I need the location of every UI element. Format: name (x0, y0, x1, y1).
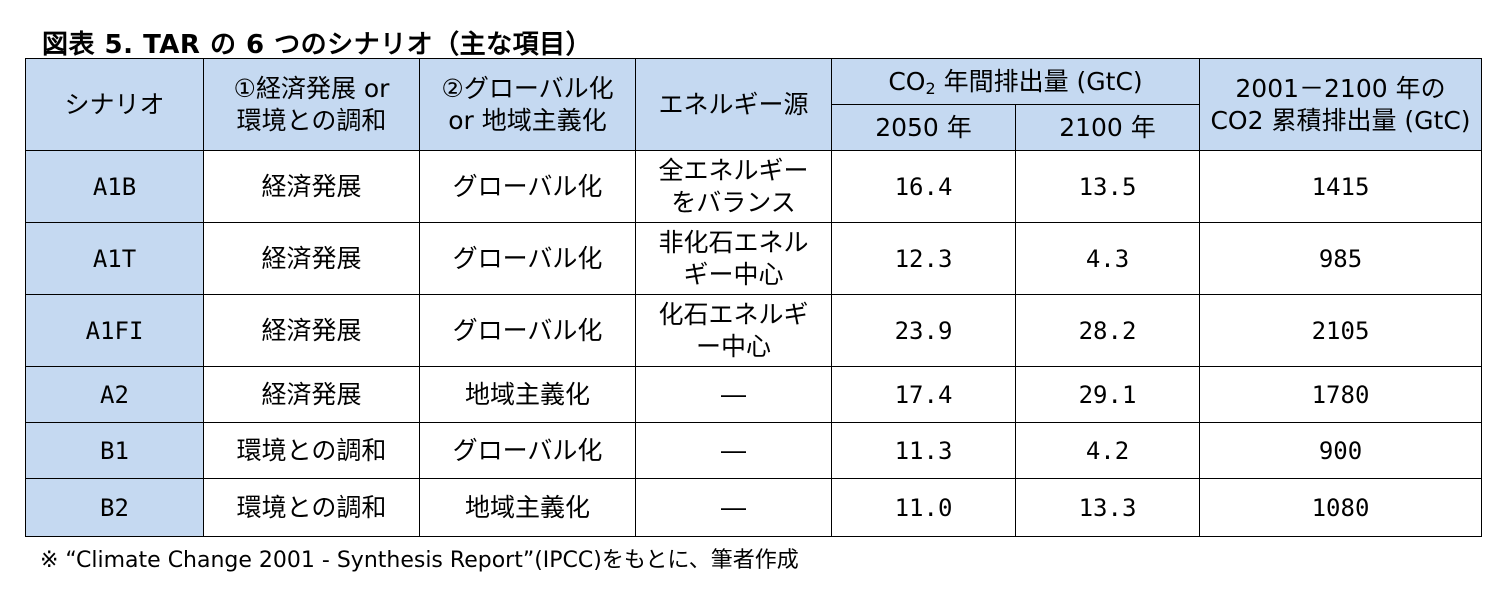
header-scenario: シナリオ (25, 58, 204, 151)
cell-cumulative-co2: 1415 (1199, 150, 1482, 223)
cell-global-or-regional: グローバル化 (419, 150, 636, 223)
cell-energy-source: 非化石エネル ギー中心 (635, 222, 832, 295)
co2-subscript: 2 (925, 78, 936, 98)
cell-energy-source: ― (635, 366, 832, 423)
cell-co2-2100: 4.3 (1015, 222, 1200, 295)
cell-co2-2050: 11.0 (831, 478, 1016, 537)
table-body: A1B 経済発展 グローバル化 全エネルギー をバランス 16.4 13.5 1415 A1T 経… (25, 150, 1482, 537)
energy-line1: 化石エネルギ (658, 299, 809, 329)
figure-title: 図表 5. TAR の 6 つのシナリオ（主な項目） (42, 30, 593, 60)
cell-cumulative-co2: 985 (1199, 222, 1482, 295)
energy-line1: ― (721, 379, 746, 409)
cell-co2-2050: 11.3 (831, 422, 1016, 479)
cell-cumulative-co2: 900 (1199, 422, 1482, 479)
energy-line1: 非化石エネル (658, 227, 809, 257)
table-row: B2 環境との調和 地域主義化 ― 11.0 13.3 1080 (25, 478, 1482, 537)
cell-scenario: B1 (25, 422, 204, 479)
cell-co2-2050: 12.3 (831, 222, 1016, 295)
header-global-or-regional: ②グローバル化 or 地域主義化 (419, 58, 636, 151)
header-col1-line1: ①経済発展 or (233, 73, 390, 103)
energy-line1: ― (721, 492, 746, 522)
header-energy-source: エネルギー源 (635, 58, 832, 151)
cell-scenario: A1T (25, 222, 204, 295)
cell-global-or-regional: グローバル化 (419, 294, 636, 367)
cell-economy-or-environment: 経済発展 (203, 366, 420, 423)
header-economy-or-environment: ①経済発展 or 環境との調和 (203, 58, 420, 151)
cell-energy-source: ― (635, 478, 832, 537)
energy-line2: ー中心 (695, 331, 771, 361)
energy-line1: ― (721, 435, 746, 465)
energy-line1: 全エネルギー (658, 155, 809, 185)
cell-scenario: B2 (25, 478, 204, 537)
scenario-table: シナリオ ①経済発展 or 環境との調和 ②グローバル化 or 地域主義化 エネ… (25, 58, 1482, 537)
cell-cumulative-co2: 1080 (1199, 478, 1482, 537)
cell-global-or-regional: グローバル化 (419, 422, 636, 479)
energy-line2: をバランス (671, 187, 796, 217)
energy-line2: ギー中心 (683, 259, 784, 289)
header-2050: 2050 年 (831, 104, 1016, 151)
cell-global-or-regional: 地域主義化 (419, 478, 636, 537)
cell-economy-or-environment: 環境との調和 (203, 422, 420, 479)
cell-co2-2050: 23.9 (831, 294, 1016, 367)
co2-prefix: CO (888, 66, 926, 96)
header-2100: 2100 年 (1015, 104, 1200, 151)
cell-global-or-regional: グローバル化 (419, 222, 636, 295)
cell-co2-2050: 16.4 (831, 150, 1016, 223)
source-footnote: ※ “Climate Change 2001 - Synthesis Repor… (40, 548, 799, 573)
cell-scenario: A1B (25, 150, 204, 223)
table-row: A1FI 経済発展 グローバル化 化石エネルギ ー中心 23.9 28.2 2105 (25, 294, 1482, 367)
header-col2-line2: or 地域主義化 (448, 105, 607, 135)
header-cumulative-co2: 2001－2100 年の CO2 累積排出量 (GtC) (1199, 58, 1482, 151)
cell-energy-source: 全エネルギー をバランス (635, 150, 832, 223)
cell-scenario: A2 (25, 366, 204, 423)
cell-global-or-regional: 地域主義化 (419, 366, 636, 423)
cell-energy-source: 化石エネルギ ー中心 (635, 294, 832, 367)
header-cum-line1: 2001－2100 年の (1235, 73, 1446, 103)
table-row: A1T 経済発展 グローバル化 非化石エネル ギー中心 12.3 4.3 985 (25, 222, 1482, 295)
cell-cumulative-co2: 2105 (1199, 294, 1482, 367)
table-row: B1 環境との調和 グローバル化 ― 11.3 4.2 900 (25, 422, 1482, 479)
cell-cumulative-co2: 1780 (1199, 366, 1482, 423)
cell-co2-2100: 13.5 (1015, 150, 1200, 223)
header-col1-line2: 環境との調和 (236, 105, 387, 135)
table-row: A2 経済発展 地域主義化 ― 17.4 29.1 1780 (25, 366, 1482, 423)
cell-co2-2100: 29.1 (1015, 366, 1200, 423)
header-cum-line2: CO2 累積排出量 (GtC) (1210, 105, 1471, 135)
cell-scenario: A1FI (25, 294, 204, 367)
cell-co2-2100: 4.2 (1015, 422, 1200, 479)
header-annual-co2: CO2 年間排出量 (GtC) (831, 58, 1200, 105)
cell-co2-2050: 17.4 (831, 366, 1016, 423)
cell-economy-or-environment: 経済発展 (203, 294, 420, 367)
header-col2-line1: ②グローバル化 (441, 73, 614, 103)
table-header: シナリオ ①経済発展 or 環境との調和 ②グローバル化 or 地域主義化 エネ… (25, 58, 1482, 151)
cell-economy-or-environment: 経済発展 (203, 150, 420, 223)
co2-suffix: 年間排出量 (GtC) (935, 66, 1143, 96)
table-row: A1B 経済発展 グローバル化 全エネルギー をバランス 16.4 13.5 1415 (25, 150, 1482, 223)
cell-energy-source: ― (635, 422, 832, 479)
cell-co2-2100: 28.2 (1015, 294, 1200, 367)
cell-economy-or-environment: 環境との調和 (203, 478, 420, 537)
cell-co2-2100: 13.3 (1015, 478, 1200, 537)
cell-economy-or-environment: 経済発展 (203, 222, 420, 295)
